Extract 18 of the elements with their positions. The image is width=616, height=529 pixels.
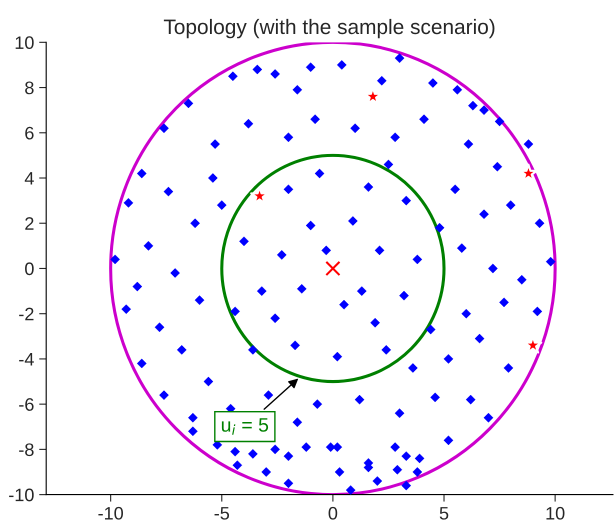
y-tick-label: -2 [19,308,34,320]
x-tick-label: -5 [214,507,230,520]
y-tick-label: -8 [19,443,34,456]
y-tick-label: -6 [19,398,34,411]
y-tick-label: 4 [24,172,34,185]
x-tick-label: -10 [98,506,123,520]
y-tick-label: -4 [19,353,34,366]
y-tick-label: 2 [25,217,34,230]
y-tick-label: 0 [25,262,34,276]
y-tick-label: 8 [25,81,34,94]
x-tick-label: 5 [440,507,448,520]
chart-title: Topology (with the sample scenario) [164,18,494,38]
y-tick-label: 6 [25,126,34,140]
annotation: u$_{i}$ = 5 [222,418,268,435]
y-tick-label: 10 [16,36,34,50]
x-tick-label: 0 [328,506,338,520]
x-tick-label: 10 [546,506,564,520]
y-tick-label: -10 [9,488,34,502]
